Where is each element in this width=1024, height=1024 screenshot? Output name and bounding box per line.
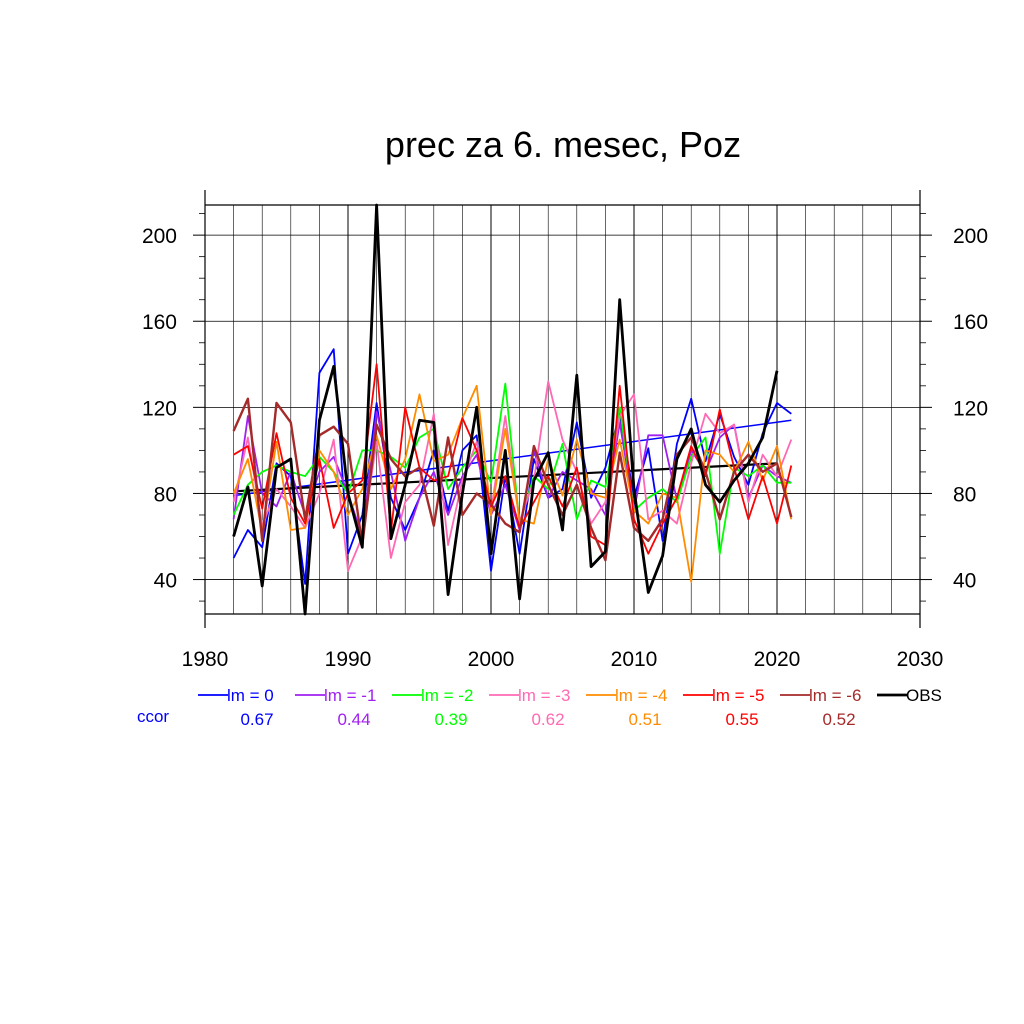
ccor-value-1: 0.44 — [337, 710, 370, 729]
ccor-value-4: 0.51 — [628, 710, 661, 729]
y-tick-label-left: 120 — [142, 397, 177, 420]
ccor-value-3: 0.62 — [531, 710, 564, 729]
y-tick-label-left: 160 — [142, 311, 177, 334]
x-tick-label: 2030 — [897, 648, 944, 671]
x-tick-label: 2020 — [754, 648, 801, 671]
legend-label-2: lm = -2 — [421, 686, 473, 705]
y-tick-label-right: 80 — [953, 483, 976, 506]
legend-label-1: lm = -1 — [324, 686, 376, 705]
y-tick-label-left: 80 — [154, 483, 177, 506]
series-line-4 — [232, 384, 793, 583]
x-tick-label: 1990 — [325, 648, 372, 671]
y-tick-label-right: 40 — [953, 570, 976, 593]
y-tick-label-right: 120 — [953, 397, 988, 420]
grid — [205, 205, 920, 614]
legend-label-5: lm = -5 — [712, 686, 764, 705]
x-tick-label: 2010 — [611, 648, 658, 671]
chart-title: prec za 6. mesec, Poz — [385, 124, 741, 165]
axes: 40 40 80 80 120 120 160 160 200 200 1980 1990 2000 20… — [142, 190, 988, 671]
series-lines — [232, 203, 793, 616]
legend-label-7: OBS — [906, 686, 942, 705]
legend-label-0: lm = 0 — [227, 686, 274, 705]
x-tick-label: 1980 — [182, 648, 229, 671]
ccor-value-5: 0.55 — [725, 710, 758, 729]
y-tick-label-left: 200 — [142, 225, 177, 248]
ccor-value-6: 0.52 — [822, 710, 855, 729]
y-tick-label-left: 40 — [154, 570, 177, 593]
legend-label-6: lm = -6 — [809, 686, 861, 705]
ccor-label: ccor — [137, 707, 169, 726]
ccor-value-0: 0.67 — [240, 710, 273, 729]
x-tick-label: 2000 — [468, 648, 515, 671]
y-tick-label-right: 200 — [953, 225, 988, 248]
ccor-value-2: 0.39 — [434, 710, 467, 729]
y-tick-label-right: 160 — [953, 311, 988, 334]
series-line-7 — [232, 203, 779, 616]
legend: lm = 0 lm = -1 lm = -2 lm = -3 lm = -4 lm = -… — [137, 686, 942, 729]
legend-label-3: lm = -3 — [518, 686, 570, 705]
legend-label-4: lm = -4 — [615, 686, 667, 705]
